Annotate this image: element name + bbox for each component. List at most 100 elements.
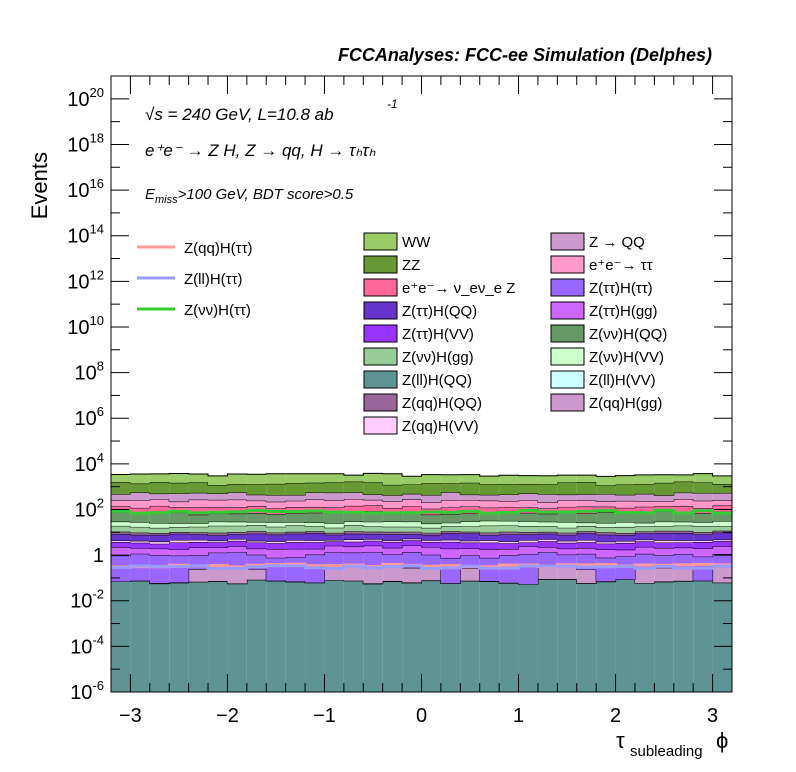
stack-bar-10-23: [557, 522, 577, 528]
stack-bar-8-25: [596, 532, 616, 535]
stack-outline-16: [111, 472, 732, 477]
stack-bar-5-15: [402, 540, 422, 546]
stack-bar-4-28: [654, 547, 674, 556]
stack-bar-16-28: [654, 474, 674, 483]
stack-bar-6-16: [421, 540, 441, 542]
stack-bar-6-18: [460, 540, 480, 543]
stack-bar-15-4: [188, 482, 209, 493]
stack-bar-16-11: [324, 473, 344, 483]
y-tick-label-0: 10-6: [70, 678, 104, 704]
stack-bar-15-1: [130, 483, 150, 493]
stack-bar-14-18: [460, 494, 480, 501]
stack-bar-7-23: [557, 534, 577, 541]
stack-bar-7-14: [382, 534, 403, 541]
stack-bar-8-20: [499, 531, 519, 535]
x-tick-labels: −3 −2 −1 0 1 2 3: [119, 705, 718, 727]
stack-bar-14-11: [324, 492, 344, 501]
stack-bar-9-11: [324, 527, 344, 533]
stack-bar-9-5: [208, 525, 228, 533]
stack-bar-0-29: [673, 581, 694, 692]
stack-bar-7-1: [130, 534, 150, 541]
stack-bar-7-12: [343, 533, 364, 540]
stack-bar-5-30: [693, 541, 713, 549]
stack-bar-10-12: [343, 521, 364, 526]
stack-bar-8-28: [654, 530, 674, 534]
stack-bar-0-20: [499, 583, 519, 692]
stack-bar-15-18: [460, 482, 480, 495]
legend-label-legend-col1-6: Z(ll)H(QQ): [402, 372, 472, 389]
stack-bar-14-5: [208, 493, 228, 500]
stack-bar-11-7: [246, 513, 267, 522]
stack-bar-5-16: [421, 541, 441, 548]
stack-bar-15-24: [576, 482, 597, 495]
stack-bar-4-31: [712, 546, 732, 554]
signal-lines: [111, 508, 732, 571]
legend-swatch-legend-col2-0: [550, 232, 585, 251]
stack-bar-15-21: [518, 484, 538, 494]
stack-bar-4-2: [149, 548, 170, 556]
legend-label-legend-col2-0: Z → QQ: [589, 234, 645, 251]
stack-bar-7-28: [654, 533, 674, 541]
stack-bar-14-31: [712, 492, 732, 501]
stack-bar-2-15: [402, 567, 422, 583]
stack-bar-15-25: [596, 485, 616, 495]
x-tick-label-0: −3: [119, 705, 142, 727]
stack-bar-5-31: [712, 541, 732, 547]
stack-bar-0-14: [382, 581, 403, 692]
stack-bar-11-19: [479, 512, 500, 521]
stack-bar-4-22: [537, 547, 558, 553]
stack-bar-4-24: [576, 547, 597, 554]
stack-bar-6-15: [402, 538, 422, 541]
stack-bar-16-25: [596, 476, 616, 486]
stack-bar-10-26: [615, 522, 635, 527]
stack-bar-12-12: [343, 505, 364, 513]
stack-bar-10-14: [382, 521, 403, 527]
stack-bar-16-19: [479, 476, 500, 485]
stack-bar-7-31: [712, 532, 732, 540]
stack-bar-6-6: [227, 539, 247, 541]
stack-bar-9-23: [557, 527, 577, 533]
stack-bar-10-4: [188, 523, 209, 527]
stack-bar-0-15: [402, 582, 422, 692]
stack-bar-5-10: [305, 542, 325, 549]
stack-bar-9-19: [479, 525, 500, 533]
stack-bar-11-30: [693, 513, 713, 523]
stack-bar-10-13: [363, 521, 383, 527]
stack-bar-6-3: [169, 540, 189, 543]
stack-bar-8-1: [130, 532, 150, 535]
stack-bar-7-26: [615, 534, 635, 542]
stack-bar-5-8: [266, 543, 286, 550]
stack-bar-3-9: [285, 557, 306, 582]
stack-bar-3-27: [634, 553, 655, 570]
stack-bar-11-31: [712, 511, 732, 522]
stack-bar-15-19: [479, 484, 500, 495]
stack-bar-11-28: [654, 511, 674, 522]
legend-swatch-legend-col1-6: [363, 370, 398, 389]
stack-bar-11-18: [460, 513, 480, 522]
stack-bar-6-20: [499, 541, 519, 544]
stack-bar-8-7: [246, 531, 267, 534]
stack-bar-6-10: [305, 540, 325, 543]
stack-bar-5-0: [111, 542, 131, 548]
stack-bar-5-23: [557, 542, 577, 549]
y-tick-label-4: 102: [75, 495, 104, 521]
stack-bar-6-23: [557, 540, 577, 543]
stack-bar-3-11: [324, 552, 344, 567]
stack-bar-14-4: [188, 492, 209, 500]
stack-bar-4-0: [111, 547, 131, 556]
chart-header: FCCAnalyses: FCC-ee Simulation (Delphes): [338, 45, 712, 65]
stack-bar-9-9: [285, 525, 306, 532]
stack-bar-13-8: [266, 501, 286, 509]
stack-bar-9-7: [246, 525, 267, 532]
stack-bar-16-15: [402, 476, 422, 485]
stack-bar-5-27: [634, 541, 655, 547]
stack-bar-14-21: [518, 493, 538, 501]
stack-bar-8-9: [285, 531, 306, 534]
stack-bar-14-25: [596, 494, 616, 502]
stack-bar-13-16: [421, 502, 441, 509]
stack-bar-9-1: [130, 526, 150, 533]
stack-bar-8-8: [266, 532, 286, 535]
stack-bar-7-11: [324, 534, 344, 540]
y-tick-label-1: 10-4: [70, 632, 104, 658]
stack-bar-0-13: [363, 583, 383, 692]
